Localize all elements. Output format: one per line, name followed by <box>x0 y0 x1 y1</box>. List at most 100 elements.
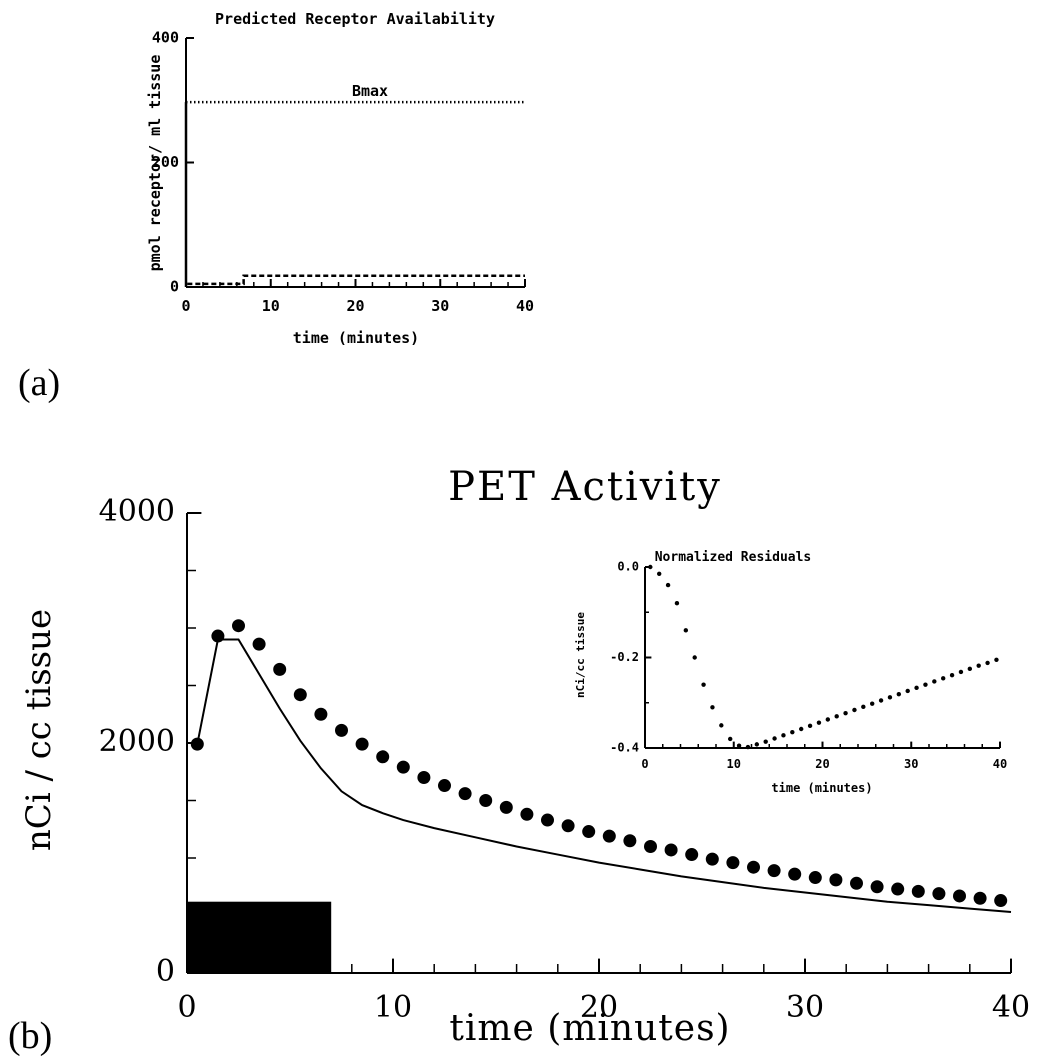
residual-point <box>941 676 946 681</box>
measured-data-point <box>664 843 678 857</box>
chart-b-y-tick-label: 2000 <box>99 724 175 759</box>
chart-a-y-tick-label: 200 <box>152 153 179 171</box>
measured-data-point <box>273 662 287 676</box>
residual-point <box>976 663 981 668</box>
residual-point <box>923 682 928 687</box>
residual-point <box>852 707 857 713</box>
residual-point <box>745 744 751 750</box>
measured-data-point <box>808 871 822 885</box>
measured-data-point <box>623 834 637 848</box>
pet-activity-chart: PET Activity nCi / cc tissue time (minut… <box>19 464 1030 1049</box>
measured-data-point <box>335 723 348 737</box>
measured-data-point <box>479 794 493 807</box>
residual-point <box>861 704 866 710</box>
residual-point <box>914 685 919 691</box>
measured-data-point <box>355 737 369 751</box>
measured-data-point <box>726 856 740 870</box>
residual-point <box>665 582 671 588</box>
measured-data-point <box>644 840 657 853</box>
chart-b-x-tick-label: 30 <box>786 990 824 1025</box>
measured-data-point <box>891 882 905 896</box>
chart-a-y-axis-label: pmol receptor/ ml tissue <box>146 55 164 272</box>
residual-point <box>878 698 884 703</box>
infusion-bar <box>187 901 332 973</box>
measured-data-point <box>850 876 863 890</box>
residual-point <box>949 672 955 678</box>
measured-data-point <box>499 800 513 814</box>
inset-y-tick-label: -0.2 <box>610 650 639 664</box>
residual-point <box>887 695 893 700</box>
residual-point <box>781 733 786 738</box>
measured-data-point <box>747 860 760 874</box>
measured-data-point <box>953 889 966 903</box>
chart-b-y-axis-label: nCi / cc tissue <box>19 609 59 851</box>
chart-b-y-tick-label: 4000 <box>99 494 175 529</box>
chart-a-title: Predicted Receptor Availability <box>215 10 495 28</box>
measured-data-point <box>541 813 554 827</box>
residual-point <box>754 742 760 747</box>
measured-data-point <box>767 864 781 878</box>
residual-point <box>896 691 902 697</box>
bmax-annotation: Bmax <box>352 82 388 100</box>
residual-point <box>807 723 813 729</box>
residual-point <box>657 571 662 576</box>
residual-point <box>683 628 689 633</box>
inset-x-tick-label: 0 <box>641 757 648 771</box>
residual-point <box>648 564 653 570</box>
measured-data-point <box>314 707 328 721</box>
residual-point <box>816 720 822 725</box>
residual-point <box>932 679 937 684</box>
measured-data-point <box>396 760 410 774</box>
chart-b-x-tick-label: 10 <box>374 990 412 1025</box>
chart-a-y-tick-label: 0 <box>170 278 179 296</box>
residual-point <box>799 726 804 732</box>
measured-data-point <box>293 688 307 702</box>
residual-point <box>728 736 733 742</box>
measured-data-point <box>252 637 266 651</box>
chart-a-series <box>184 100 525 287</box>
inset-series <box>648 564 999 750</box>
measured-data-point <box>870 880 884 894</box>
inset-y-tick-label: -0.4 <box>610 741 639 755</box>
residual-point <box>843 710 848 716</box>
residual-point <box>870 701 875 706</box>
chart-a-x-tick-label: 0 <box>181 297 190 315</box>
chart-b-axes: 0 10 20 30 40 0 2000 4000 <box>99 494 1030 1025</box>
panel-label-a: (a) <box>18 362 60 404</box>
chart-a-x-tick-label: 10 <box>262 297 280 315</box>
chart-b-x-tick-label: 20 <box>580 990 618 1025</box>
residual-point <box>905 688 910 694</box>
residual-point <box>710 705 715 710</box>
measured-data-point <box>520 807 534 821</box>
inset-x-tick-label: 20 <box>815 757 829 771</box>
measured-data-point <box>232 619 245 633</box>
measured-data-point <box>376 750 390 764</box>
measured-data-point <box>438 779 451 793</box>
chart-b-x-tick-label: 40 <box>992 990 1030 1025</box>
residual-point <box>834 714 839 719</box>
measured-data-point <box>211 629 225 643</box>
inset-x-axis-label: time (minutes) <box>771 781 872 795</box>
chart-a-x-tick-label: 30 <box>431 297 449 315</box>
inset-title: Normalized Residuals <box>655 550 812 565</box>
measured-data-point <box>829 873 843 887</box>
inset-x-tick-label: 30 <box>904 757 918 771</box>
measured-data-point <box>685 848 699 862</box>
measured-data-point <box>932 887 946 901</box>
residual-point <box>825 717 831 722</box>
residual-point <box>790 729 795 735</box>
residual-point <box>772 736 777 741</box>
measured-data-point <box>190 737 204 751</box>
measured-data-point <box>705 852 719 866</box>
residual-point <box>692 655 697 660</box>
chart-b-y-tick-label: 0 <box>156 954 175 989</box>
measured-data-point <box>911 884 925 898</box>
receptor-availability-line <box>184 102 525 287</box>
measured-data-point <box>973 891 987 905</box>
residual-point <box>967 666 973 672</box>
chart-a-y-tick-label: 400 <box>152 29 179 47</box>
residual-point <box>674 601 680 606</box>
residual-point <box>719 723 724 728</box>
